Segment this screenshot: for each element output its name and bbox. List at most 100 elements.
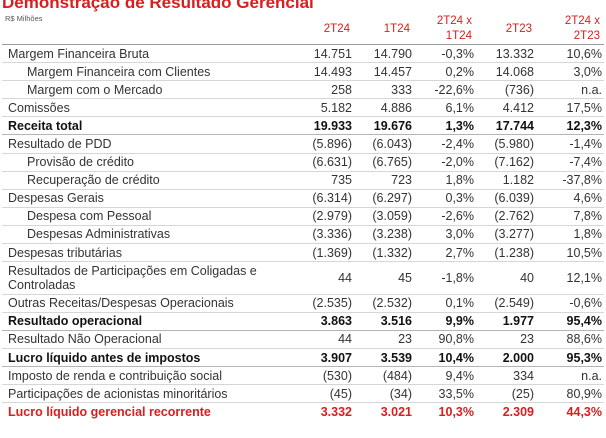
row-value: 14.457 [373,64,412,79]
row-value: (6.297) [372,191,412,206]
row-label: Margem Financeira com Clientes [27,64,211,79]
row-value: (2.535) [312,296,352,311]
row-value: -1,8% [441,270,474,285]
row-value: 0,1% [445,296,475,311]
row-label: Resultados de Participações em Coligadas… [8,263,257,292]
row-value: 44,3% [566,405,602,420]
row-value: 10,5% [566,245,602,260]
row-value: 95,4% [566,314,602,329]
page-title: Demonstração de Resultado Gerencial [2,0,314,12]
row-label: Imposto de renda e contribuição social [8,368,223,383]
row-value: 9,9% [445,314,475,329]
row-value: 0,2% [445,64,475,79]
row-value: 6,1% [445,100,475,115]
table-row: Despesas Administrativas (3.336) (3.238) 3,… [2,226,604,245]
row-label: Despesa com Pessoal [27,209,152,224]
row-value: 2.000 [502,350,534,365]
row-value: 95,3% [566,350,602,365]
row-label: Despesas Gerais [8,191,104,206]
row-value: (2.532) [372,296,412,311]
row-value: (45) [329,386,352,401]
row-value: 4,6% [573,191,603,206]
table-row: Resultado operacional 3.863 3.516 9,9% 1.977… [2,313,604,331]
row-value: 2.309 [502,405,534,420]
table-row: Resultados de Participações em Coligadas… [2,262,604,295]
row-value: 3,0% [445,227,475,242]
row-value: 3.516 [380,314,412,329]
row-value: 10,3% [438,405,474,420]
row-value: -2,6% [441,209,474,224]
table-row: Despesas Gerais (6.314) (6.297) 0,3% (6.039)… [2,190,604,208]
row-value: 4.886 [380,100,412,115]
row-value: 45 [398,270,412,285]
row-label: Lucro líquido gerencial recorrente [8,405,211,420]
row-value: 723 [391,173,412,188]
row-value: 14.068 [495,64,534,79]
table-row: Despesas tributárias (1.369) (1.332) 2,7% (1… [2,244,604,263]
row-value: -7,4% [569,155,602,170]
row-label: Receita total [8,118,83,133]
row-value: 334 [513,368,534,383]
row-value: 1,3% [445,118,475,133]
row-label: Despesas Administrativas [27,227,171,242]
row-value: 33,5% [438,386,474,401]
row-value: 1.977 [502,314,534,329]
row-value: 44 [338,270,352,285]
row-label: Outras Receitas/Despesas Operacionais [8,296,234,311]
row-value: 10,4% [438,350,474,365]
row-value: (25) [511,386,534,401]
table-row: Despesa com Pessoal (2.979) (3.059) -2,6% (2… [2,208,604,226]
column-header-2t24-x-1t24: 2T24 x 1T24 [436,15,472,42]
income-statement-table: Margem Financeira Bruta 14.751 14.790 -0,3%… [2,45,604,421]
table-row: Imposto de renda e contribuição social (5… [2,367,604,386]
row-value: 3.863 [320,314,352,329]
row-value: 3.332 [320,405,352,420]
row-value: 3.021 [380,405,412,420]
row-value: 90,8% [438,332,474,347]
row-value: (7.162) [494,155,534,170]
table-row: Receita total 19.933 19.676 1,3% 17.744 12,3% [2,117,604,136]
row-value: (3.059) [372,209,412,224]
row-value: 40 [520,270,534,285]
row-value: 1,8% [573,227,603,242]
row-value: (2.762) [494,209,534,224]
table-row: Lucro líquido antes de impostos 3.907 3.53… [2,349,604,368]
table-row: Comissões 5.182 4.886 6,1% 4.412 17,5% [2,99,604,118]
table-row: Margem com o Mercado 258 333 -22,6% (736) n.a… [2,81,604,100]
row-value: 23 [398,332,412,347]
table-row: Recuperação de crédito 735 723 1,8% 1.182 -37… [2,172,604,190]
column-header-2t24-x-2t23: 2T24 x 2T23 [564,15,600,42]
table-row: Participações de acionistas minoritários… [2,385,604,404]
row-value: -0,6% [569,296,602,311]
row-value: n.a. [581,368,602,383]
row-value: 1,8% [445,173,475,188]
table-row: Margem Financeira com Clientes 14.493 14.4… [2,63,604,82]
row-value: 12,1% [566,270,602,285]
row-value: (3.238) [372,227,412,242]
row-value: (736) [504,82,534,97]
row-value: 9,4% [445,368,475,383]
row-value: 12,3% [566,118,602,133]
row-value: 7,8% [573,209,603,224]
row-value: (6.039) [494,191,534,206]
row-value: 3.539 [380,350,412,365]
row-value: (1.332) [372,245,412,260]
row-value: 17.744 [495,118,534,133]
row-value: 88,6% [566,332,602,347]
table-row: Outras Receitas/Despesas Operacionais (2.… [2,295,604,313]
row-label: Margem com o Mercado [27,82,163,97]
row-value: 258 [331,82,352,97]
row-value: (3.277) [494,227,534,242]
row-value: (530) [322,368,352,383]
table-row: Margem Financeira Bruta 14.751 14.790 -0,3%… [2,45,604,64]
row-value: (1.238) [494,245,534,260]
table-row: Provisão de crédito (6.631) (6.765) -2,0% (7… [2,154,604,172]
row-label: Margem Financeira Bruta [8,46,150,61]
row-value: (2.979) [312,209,352,224]
row-value: -22,6% [434,82,474,97]
row-value: (1.369) [312,245,352,260]
row-value: -2,4% [441,137,474,152]
row-value: 2,7% [445,245,475,260]
row-label: Resultado Não Operacional [8,332,162,347]
row-value: 4.412 [502,100,534,115]
